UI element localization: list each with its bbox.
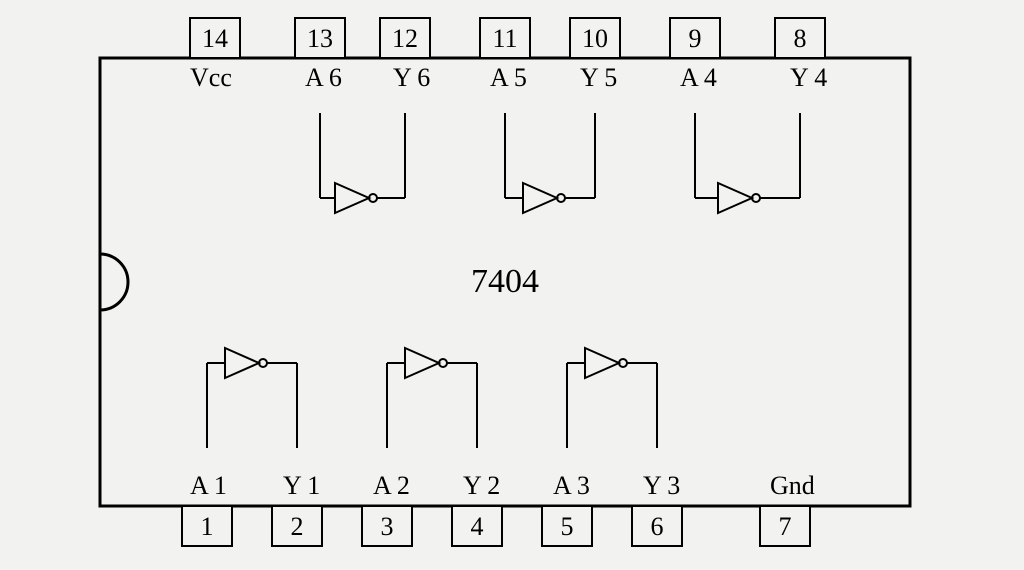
pin-label-11: A 5 xyxy=(490,63,527,92)
pin-label-6: Y 3 xyxy=(643,471,680,500)
pin-number-10: 10 xyxy=(582,24,608,53)
pin-number-3: 3 xyxy=(381,512,394,541)
pin-label-1: A 1 xyxy=(190,471,227,500)
pin-number-12: 12 xyxy=(392,24,418,53)
pin-label-3: A 2 xyxy=(373,471,410,500)
not-gate-icon xyxy=(585,348,619,378)
pin-number-7: 7 xyxy=(779,512,792,541)
pin-number-8: 8 xyxy=(794,24,807,53)
pin-label-4: Y 2 xyxy=(463,471,500,500)
pin-number-1: 1 xyxy=(201,512,214,541)
not-gate-icon xyxy=(335,183,369,213)
inverter-top-1 xyxy=(320,113,405,213)
ic-pinout-diagram: 7404 14 Vcc 13 A 6 12 Y 6 11 A 5 10 Y 5 9 A 4 8 Y 4 1 A … xyxy=(0,0,1024,570)
pin-label-7: Gnd xyxy=(770,471,815,500)
not-gate-icon xyxy=(718,183,752,213)
pin-label-13: A 6 xyxy=(305,63,342,92)
pin-number-5: 5 xyxy=(561,512,574,541)
not-gate-icon xyxy=(225,348,259,378)
pin-label-14: Vcc xyxy=(190,63,232,92)
inverter-bottom-2 xyxy=(387,348,477,448)
pin-number-4: 4 xyxy=(471,512,484,541)
chip-name: 7404 xyxy=(471,263,539,300)
pin-number-6: 6 xyxy=(651,512,664,541)
pin-label-8: Y 4 xyxy=(790,63,827,92)
pin-number-14: 14 xyxy=(202,24,228,53)
pin-label-10: Y 5 xyxy=(580,63,617,92)
pin-number-11: 11 xyxy=(492,24,517,53)
pin-label-9: A 4 xyxy=(680,63,717,92)
inverter-top-3 xyxy=(695,113,800,213)
chip-notch xyxy=(100,254,128,310)
inverter-bottom-3 xyxy=(567,348,657,448)
not-gate-icon xyxy=(523,183,557,213)
inverter-top-2 xyxy=(505,113,595,213)
pin-label-2: Y 1 xyxy=(283,471,320,500)
pin-number-9: 9 xyxy=(689,24,702,53)
inverter-bottom-1 xyxy=(207,348,297,448)
pin-number-13: 13 xyxy=(307,24,333,53)
pin-label-12: Y 6 xyxy=(393,63,430,92)
pin-label-5: A 3 xyxy=(553,471,590,500)
not-gate-icon xyxy=(405,348,439,378)
pin-number-2: 2 xyxy=(291,512,304,541)
